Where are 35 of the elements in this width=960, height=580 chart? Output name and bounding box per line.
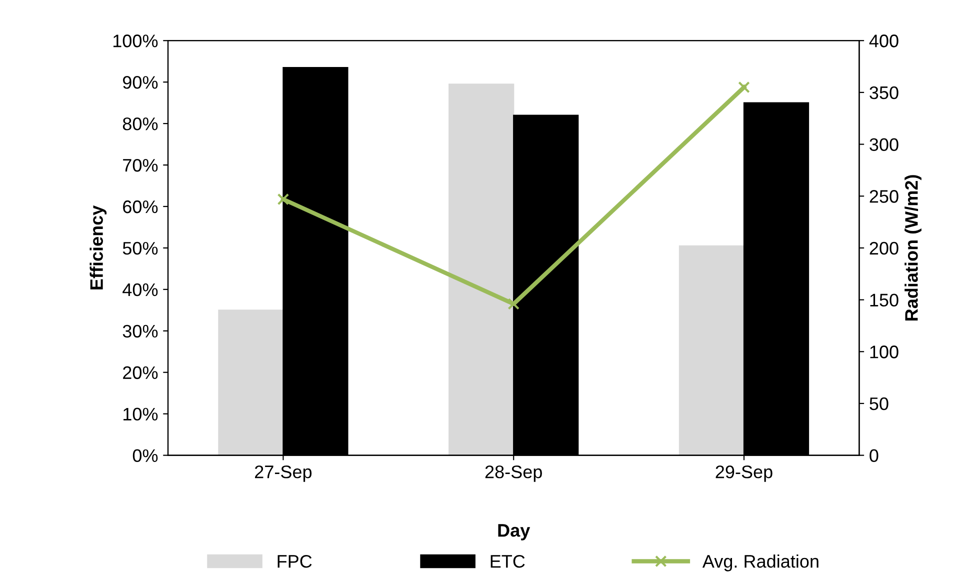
y2-tick-label: 300 xyxy=(870,138,898,151)
y2-tick-label: 150 xyxy=(870,294,898,307)
y2-tick-label: 50 xyxy=(870,397,888,410)
bar xyxy=(448,84,514,456)
y2-tick-label: 250 xyxy=(870,190,898,203)
y-tick-label: 50% xyxy=(122,242,158,255)
y2-tick-label: 350 xyxy=(870,86,898,100)
y-tick-label: 20% xyxy=(123,366,158,380)
point xyxy=(738,81,750,94)
x-tick-label: 29-Sep xyxy=(716,466,772,482)
bar xyxy=(678,245,745,456)
y2-tick-label: 100 xyxy=(870,346,898,358)
point xyxy=(508,298,520,310)
y-axis-title: Efficiency xyxy=(90,205,107,290)
y-tick-label: 60% xyxy=(123,200,158,214)
x-tick-label: 27-Sep xyxy=(255,466,312,482)
y-tick-label: 70% xyxy=(123,158,158,172)
bar xyxy=(218,310,284,456)
legend-label: Avg. Radiation xyxy=(702,554,818,572)
point xyxy=(277,193,290,206)
x-axis-title: Day xyxy=(498,524,530,540)
y2-tick-label: 400 xyxy=(869,34,898,48)
y-tick-label: 80% xyxy=(122,117,158,130)
legend-label: ETC xyxy=(490,554,525,568)
y-tick-label: 30% xyxy=(122,324,158,338)
y-tick-label: 40% xyxy=(122,283,158,296)
legend-label: FPC xyxy=(278,554,312,568)
y2-tick-label: 0 xyxy=(870,449,878,462)
y-tick-label: 90% xyxy=(122,76,158,89)
y-tick-label: 0% xyxy=(132,449,158,462)
y-tick-label: 100% xyxy=(113,34,158,48)
y2-tick-label: 200 xyxy=(870,242,898,255)
y-tick-label: 10% xyxy=(124,408,158,421)
x-tick-label: 28-Sep xyxy=(485,466,542,482)
y2-axis-title: Radiation (W/m2) xyxy=(904,175,922,320)
